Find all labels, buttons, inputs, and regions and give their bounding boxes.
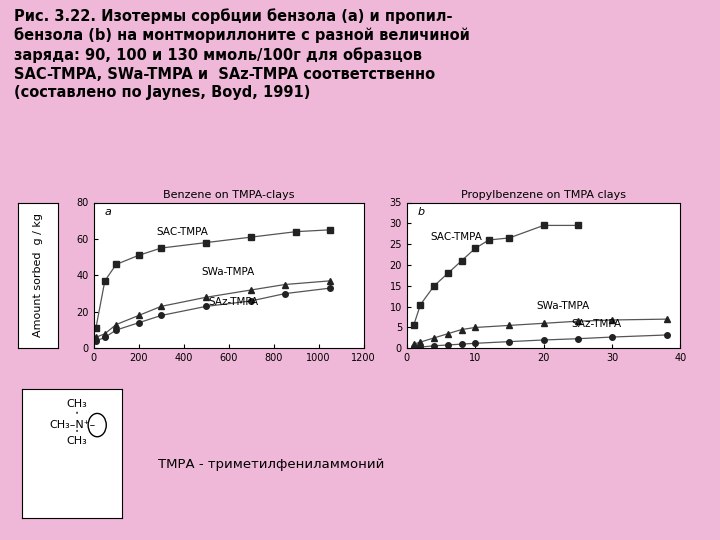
- Text: SWa-TMPA: SWa-TMPA: [537, 301, 590, 310]
- Text: CH₃: CH₃: [67, 400, 87, 409]
- Text: CH₃: CH₃: [67, 436, 87, 446]
- Text: SWa-TMPA: SWa-TMPA: [202, 267, 255, 278]
- Text: b: b: [418, 207, 425, 217]
- Title: Benzene on TMPA-clays: Benzene on TMPA-clays: [163, 190, 294, 200]
- Text: Рис. 3.22. Изотермы сорбции бензола (а) и пропил-
бензола (b) на монтмориллоните: Рис. 3.22. Изотермы сорбции бензола (а) …: [14, 8, 470, 100]
- Text: ТМРА - триметилфениламмоний: ТМРА - триметилфениламмоний: [158, 458, 384, 471]
- Title: Propylbenzene on TMPA clays: Propylbenzene on TMPA clays: [461, 190, 626, 200]
- Text: a: a: [104, 207, 112, 217]
- Text: SAC-TMPA: SAC-TMPA: [431, 232, 482, 242]
- Text: SAz-TMPA: SAz-TMPA: [208, 296, 258, 307]
- Text: SAC-TMPA: SAC-TMPA: [157, 227, 209, 237]
- Text: CH₃–N⁺–: CH₃–N⁺–: [50, 420, 96, 430]
- Text: SAz-TMPA: SAz-TMPA: [571, 320, 621, 329]
- Text: Amount sorbed  g / kg: Amount sorbed g / kg: [33, 213, 42, 338]
